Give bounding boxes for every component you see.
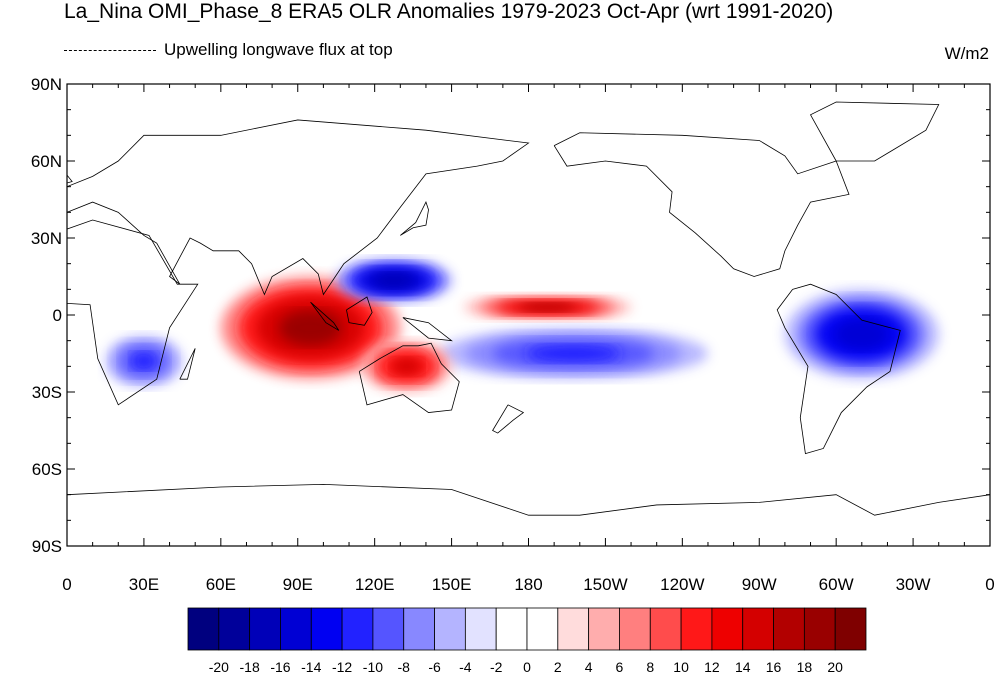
colorbar-swatch (434, 607, 466, 651)
anomaly-central-pacific-positive (464, 294, 632, 321)
coastline-madagascar (179, 348, 196, 380)
colorbar-swatch (187, 607, 220, 651)
lat-label: 60N (31, 152, 62, 171)
coastlines (67, 101, 990, 516)
colorbar-swatch (495, 607, 528, 651)
colorbar-label: 4 (585, 659, 593, 675)
longitude-labels: 0 30E 60E 90E 120E 150E 180 150W 120W 90W 60W 30W 0 (62, 575, 994, 594)
lon-label: 90W (742, 575, 777, 594)
colorbar-swatch (526, 607, 559, 651)
units-label: W/m2 (944, 44, 989, 63)
lon-label: 120E (355, 575, 395, 594)
colorbar-label: -16 (270, 659, 290, 675)
coastline-africa (67, 219, 199, 406)
colorbar-label: -6 (428, 659, 441, 675)
anomaly-southern-africa-negative (105, 335, 183, 387)
colorbar-label: -8 (398, 659, 411, 675)
anomaly-maritime-continent-negative (336, 258, 452, 303)
colorbar-label: -12 (332, 659, 352, 675)
colorbar-swatch (464, 607, 497, 651)
anomaly-south-america-negative (784, 289, 939, 380)
dashed-line-icon (64, 50, 156, 52)
colorbar-swatch (588, 607, 620, 651)
coastline-indonesia-borneo (346, 296, 373, 326)
lat-label: 60S (32, 460, 62, 479)
colorbar-swatch (310, 607, 343, 651)
lon-label: 90E (283, 575, 313, 594)
colorbar-label: 10 (673, 659, 689, 675)
colorbar-swatch (619, 607, 651, 651)
lon-label: 180 (514, 575, 542, 594)
colorbar-label: 0 (523, 659, 531, 675)
lon-label: 0 (62, 575, 71, 594)
colorbar-label: -18 (240, 659, 260, 675)
plot-subtitle: Upwelling longwave flux at top (64, 40, 393, 60)
colorbar-swatch (218, 607, 251, 651)
anomaly-indian-ocean-positive (220, 276, 401, 380)
colorbar-swatch (557, 607, 590, 651)
colorbar: -20 -18 -16 -14 -12 -10 -8 -6 -4 -2 0 2 4 6 8 10 12 14 16 1… (187, 607, 867, 675)
lat-label: 90S (32, 537, 62, 556)
coastline-australia (358, 342, 460, 413)
lon-label: 150E (432, 575, 472, 594)
coastline-new-guinea (402, 317, 453, 342)
colorbar-label: 2 (554, 659, 562, 675)
colorbar-swatch (649, 607, 682, 651)
colorbar-label: -14 (301, 659, 321, 675)
colorbar-label: -4 (459, 659, 472, 675)
colorbar-swatch (680, 607, 713, 651)
lat-label: 30N (31, 229, 62, 248)
coastline-japan (400, 201, 429, 236)
lon-label: 60E (206, 575, 236, 594)
colorbar-swatch (249, 607, 281, 651)
anomaly-south-pacific-negative (438, 327, 708, 380)
colorbar-label: 18 (797, 659, 813, 675)
anomaly-australia-positive (361, 340, 452, 393)
axis-ticks (66, 83, 991, 547)
latitude-labels: 90N 60N 30N 0 30S 60S 90S (31, 75, 62, 556)
colorbar-label: 8 (646, 659, 654, 675)
colorbar-label: 12 (704, 659, 720, 675)
colorbar-swatch (711, 607, 744, 651)
colorbar-swatch (803, 607, 836, 651)
colorbar-swatch (280, 607, 312, 651)
lon-label: 60W (819, 575, 854, 594)
lon-label: 0 (985, 575, 994, 594)
colorbar-swatch (742, 607, 774, 651)
lon-label: 120W (660, 575, 704, 594)
colorbar-label: 14 (735, 659, 751, 675)
subtitle-text: Upwelling longwave flux at top (164, 40, 393, 59)
coastline-uk (67, 174, 73, 184)
lon-label: 30W (896, 575, 931, 594)
coastline-north-america (553, 132, 850, 277)
colorbar-label: -10 (363, 659, 383, 675)
coastline-south-america (776, 283, 901, 455)
lat-label: 0 (53, 306, 62, 325)
coastline-antarctica (67, 483, 990, 516)
plot-title: La_Nina OMI_Phase_8 ERA5 OLR Anomalies 1… (64, 0, 834, 23)
lat-label: 30S (32, 383, 62, 402)
colorbar-swatch (834, 607, 867, 651)
colorbar-label: 16 (766, 659, 782, 675)
colorbar-label: 20 (827, 659, 843, 675)
coastline-indonesia-sumatra (310, 301, 340, 331)
colorbar-swatch (341, 607, 374, 651)
colorbar-label: -20 (209, 659, 229, 675)
lon-label: 30E (129, 575, 159, 594)
colorbar-swatch (773, 607, 805, 651)
coastline-eurasia (67, 119, 530, 296)
lon-label: 150W (583, 575, 627, 594)
colorbar-swatch (403, 607, 435, 651)
coastline-new-zealand (492, 404, 525, 434)
colorbar-label: -2 (490, 659, 503, 675)
colorbar-swatch (372, 607, 405, 651)
coastline-greenland (809, 101, 940, 162)
olr-anomaly-field (105, 258, 939, 393)
colorbar-label: 6 (616, 659, 624, 675)
lat-label: 90N (31, 75, 62, 94)
